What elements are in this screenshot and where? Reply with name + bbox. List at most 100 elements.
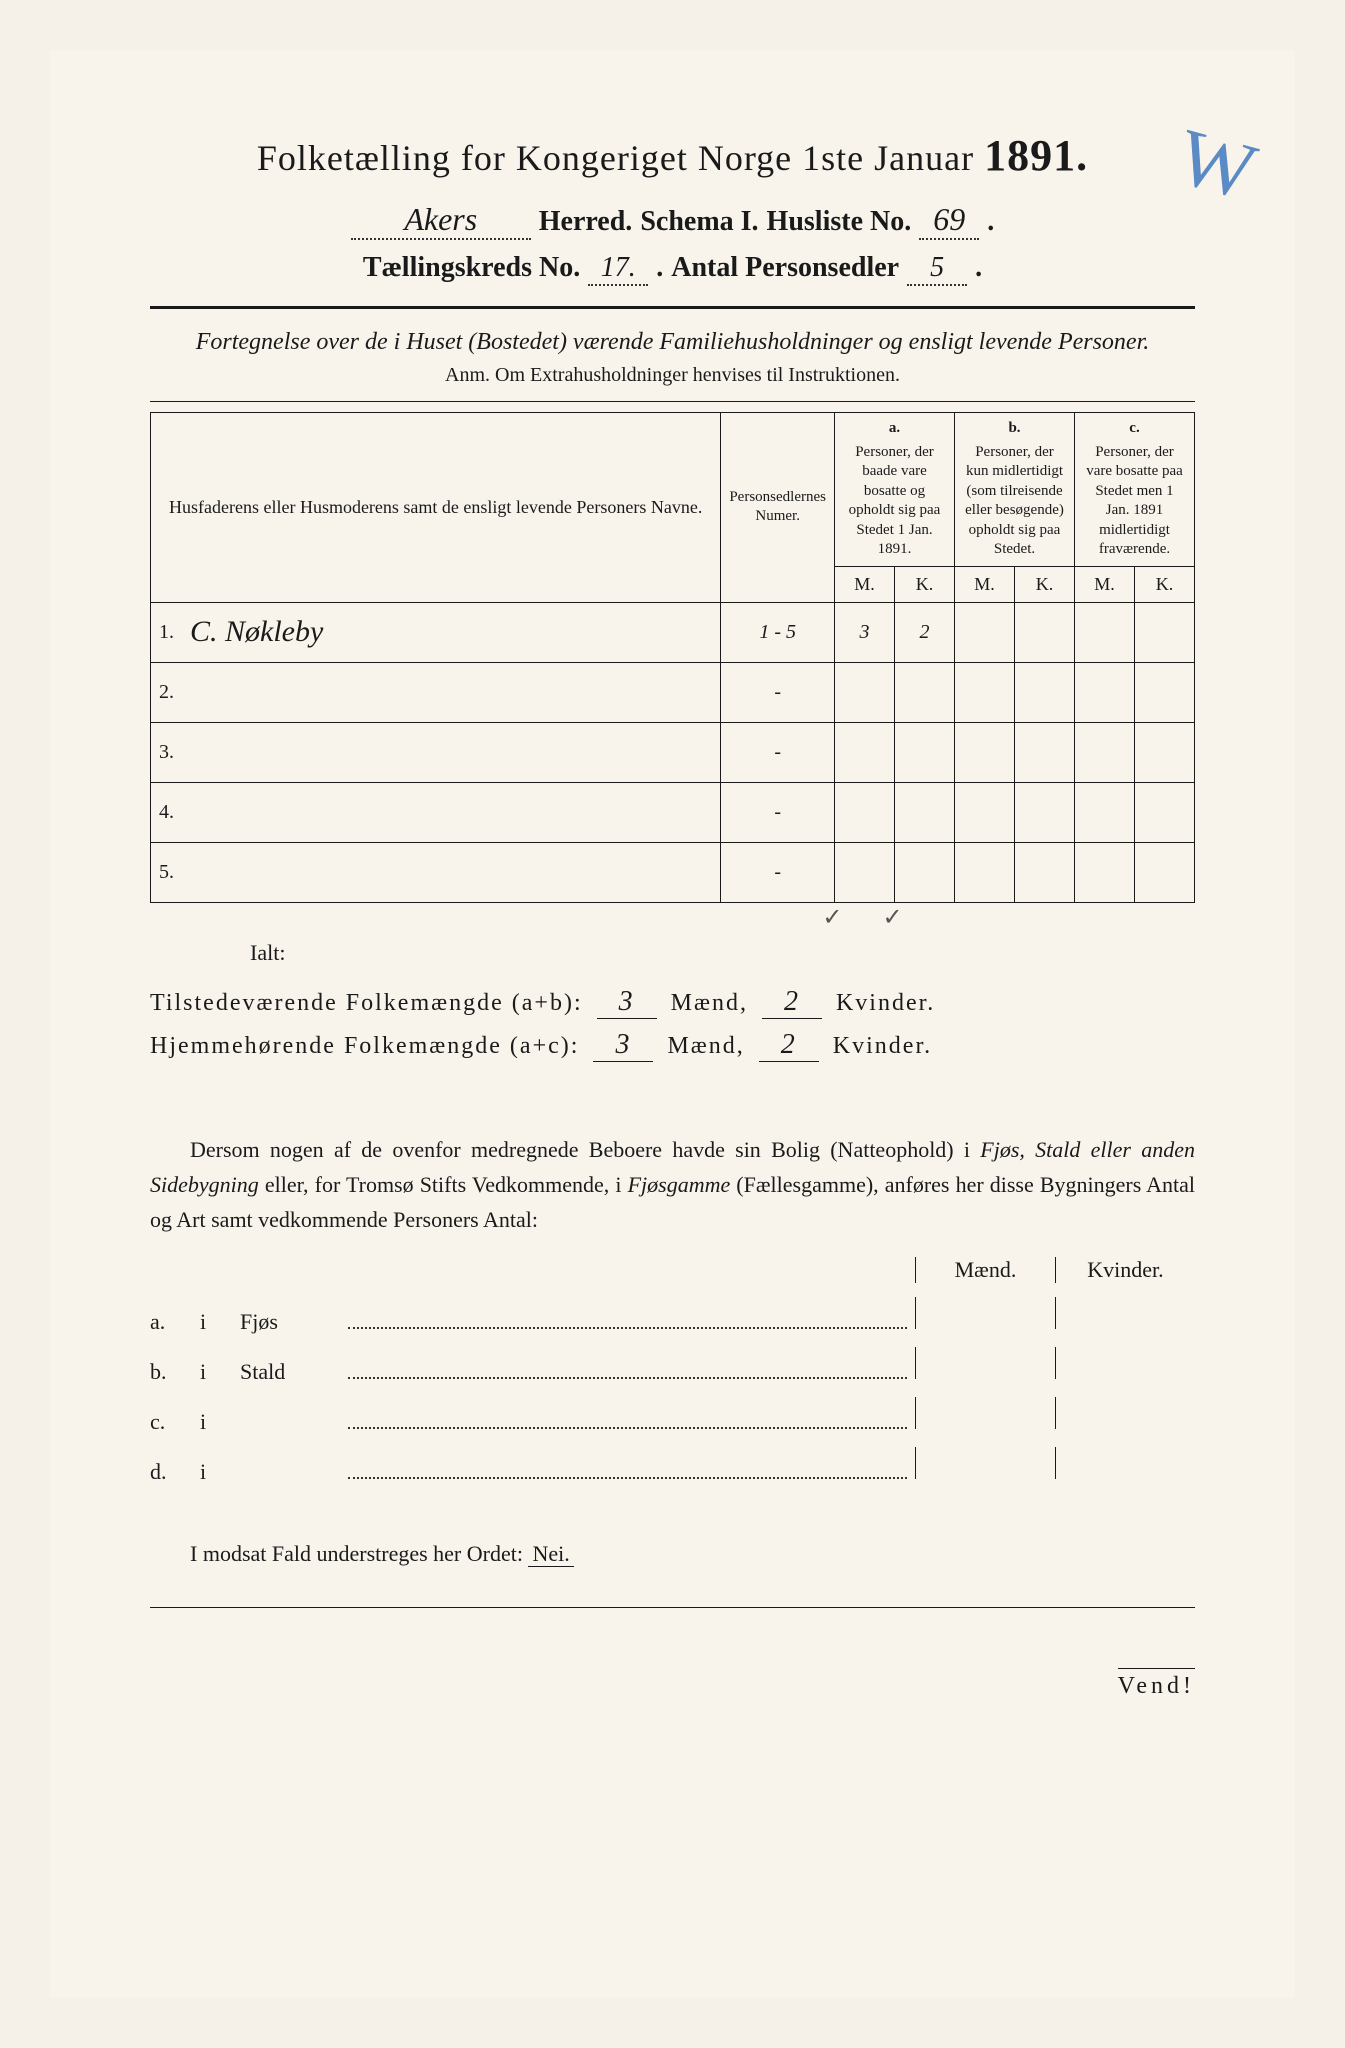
form-note: Anm. Om Extrahusholdninger henvises til … xyxy=(150,364,1195,387)
row-b-k xyxy=(1015,662,1075,722)
ialt-label: Ialt: xyxy=(250,940,1195,966)
title-text: Folketælling for Kongeriget Norge 1ste J… xyxy=(257,138,974,178)
checkmarks: ✓✓ xyxy=(150,903,1195,932)
table-row: 2. - xyxy=(151,662,1195,722)
row-number: 1. xyxy=(151,602,183,662)
building-row-dots xyxy=(348,1407,907,1429)
row-b-k xyxy=(1015,782,1075,842)
para-1: Dersom nogen af de ovenfor medregnede Be… xyxy=(190,1137,980,1162)
census-form-page: W Folketælling for Kongeriget Norge 1ste… xyxy=(50,50,1295,1998)
col-c-m: M. xyxy=(1075,566,1135,602)
totals-hjemme: Hjemmehørende Folkemængde (a+c): 3 Mænd,… xyxy=(150,1029,1195,1062)
building-row-i: i xyxy=(200,1359,240,1385)
row-c-m xyxy=(1075,842,1135,902)
building-row-i: i xyxy=(200,1409,240,1435)
row-c-k xyxy=(1135,662,1195,722)
husliste-value: 69 xyxy=(919,201,979,240)
table-row: 4. - xyxy=(151,782,1195,842)
form-title: Folketælling for Kongeriget Norge 1ste J… xyxy=(150,130,1195,181)
row-c-m xyxy=(1075,602,1135,662)
col-c-k: K. xyxy=(1135,566,1195,602)
building-row-maend xyxy=(915,1397,1055,1429)
building-maend-header: Mænd. xyxy=(915,1257,1055,1283)
antal-label: Antal Personsedler xyxy=(671,252,899,284)
building-row-type: Stald xyxy=(240,1359,340,1385)
modsat-line: I modsat Fald understreges her Ordet: Ne… xyxy=(150,1541,1195,1567)
maend-label-2: Mænd, xyxy=(667,1033,744,1059)
row-a-m: 3 xyxy=(835,602,895,662)
row-a-k xyxy=(895,722,955,782)
header-line-1: Akers Herred. Schema I. Husliste No. 69 … xyxy=(150,201,1195,240)
row-numer: - xyxy=(721,662,835,722)
row-name xyxy=(182,842,721,902)
row-name xyxy=(182,662,721,722)
vend-label: Vend! xyxy=(1118,1668,1195,1700)
divider-1 xyxy=(150,306,1195,309)
col-b-text: Personer, der kun midlertidigt (som tilr… xyxy=(965,444,1064,558)
modsat-text: I modsat Fald understreges her Ordet: xyxy=(190,1541,528,1566)
col-b-m: M. xyxy=(955,566,1015,602)
modsat-nei: Nei. xyxy=(528,1541,573,1567)
header-line-2: Tællingskreds No. 17. . Antal Personsedl… xyxy=(150,252,1195,286)
building-row-kvinder xyxy=(1055,1297,1195,1329)
husliste-label: Husliste No. xyxy=(767,206,912,238)
row-c-m xyxy=(1075,662,1135,722)
col-a-text: Personer, der baade vare bosatte og opho… xyxy=(849,444,941,558)
tilstede-label: Tilstedeværende Folkemængde (a+b): xyxy=(150,990,583,1016)
row-numer: 1 - 5 xyxy=(721,602,835,662)
row-number: 4. xyxy=(151,782,183,842)
row-number: 2. xyxy=(151,662,183,722)
building-row-kvinder xyxy=(1055,1347,1195,1379)
row-b-m xyxy=(955,602,1015,662)
row-a-m xyxy=(835,842,895,902)
building-row-i: i xyxy=(200,1309,240,1335)
row-b-k xyxy=(1015,842,1075,902)
row-a-k: 2 xyxy=(895,602,955,662)
row-numer: - xyxy=(721,722,835,782)
instruction-paragraph: Dersom nogen af de ovenfor medregnede Be… xyxy=(150,1132,1195,1238)
schema-label: Schema I. xyxy=(640,206,758,238)
row-number: 5. xyxy=(151,842,183,902)
building-row-label: d. xyxy=(150,1459,200,1485)
row-c-k xyxy=(1135,782,1195,842)
divider-bottom xyxy=(150,1607,1195,1608)
building-row-kvinder xyxy=(1055,1397,1195,1429)
row-numer: - xyxy=(721,782,835,842)
building-row: c. i xyxy=(150,1391,1195,1441)
col-header-b: b. Personer, der kun midlertidigt (som t… xyxy=(955,413,1075,567)
col-a-m: M. xyxy=(835,566,895,602)
building-row-dots xyxy=(348,1357,907,1379)
blue-annotation-mark: W xyxy=(1169,112,1265,219)
building-row: b. i Stald xyxy=(150,1341,1195,1391)
building-row-label: c. xyxy=(150,1409,200,1435)
col-b-letter: b. xyxy=(963,419,1066,439)
building-row-i: i xyxy=(200,1459,240,1485)
totals-block: Tilstedeværende Folkemængde (a+b): 3 Mæn… xyxy=(150,986,1195,1062)
building-row: a. i Fjøs xyxy=(150,1291,1195,1341)
row-number: 3. xyxy=(151,722,183,782)
row-a-k xyxy=(895,662,955,722)
hjemme-label: Hjemmehørende Folkemængde (a+c): xyxy=(150,1033,579,1059)
building-row-dots xyxy=(348,1457,907,1479)
row-c-m xyxy=(1075,782,1135,842)
col-a-letter: a. xyxy=(843,419,946,439)
row-a-m xyxy=(835,722,895,782)
building-row-label: b. xyxy=(150,1359,200,1385)
row-c-k xyxy=(1135,722,1195,782)
para-3: eller, for Tromsø Stifts Vedkommende, i xyxy=(259,1172,628,1197)
row-b-k xyxy=(1015,602,1075,662)
table-row: 5. - xyxy=(151,842,1195,902)
row-name: C. Nøkleby xyxy=(182,602,721,662)
table-row: 1. C. Nøkleby 1 - 5 3 2 xyxy=(151,602,1195,662)
row-b-m xyxy=(955,842,1015,902)
row-a-m xyxy=(835,782,895,842)
row-b-m xyxy=(955,782,1015,842)
col-header-a: a. Personer, der baade vare bosatte og o… xyxy=(835,413,955,567)
building-kvinder-header: Kvinder. xyxy=(1055,1257,1195,1283)
row-a-k xyxy=(895,782,955,842)
col-header-numer: Personsedlernes Numer. xyxy=(721,413,835,603)
building-row-type: Fjøs xyxy=(240,1309,340,1335)
kreds-value: 17. xyxy=(588,252,648,286)
row-c-k xyxy=(1135,602,1195,662)
row-name xyxy=(182,722,721,782)
